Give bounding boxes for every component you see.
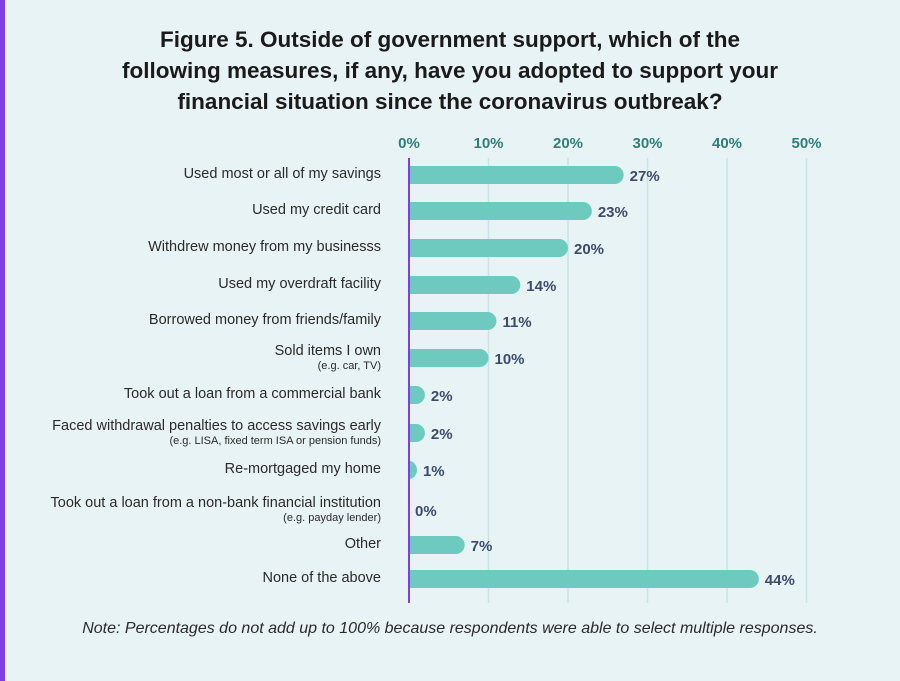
category-label: Used my overdraft facility	[218, 276, 382, 292]
bar	[409, 349, 489, 367]
bar	[409, 536, 465, 554]
category-label: Used my credit card	[252, 202, 381, 218]
category-label: Took out a loan from a non-bank financia…	[51, 495, 381, 511]
category-sublabel: (e.g. payday lender)	[283, 512, 381, 524]
category-label: Used most or all of my savings	[184, 166, 381, 182]
data-label: 2%	[431, 426, 453, 443]
chart-title: Figure 5. Outside of government support,…	[60, 24, 840, 117]
category-label: Took out a loan from a commercial bank	[124, 386, 382, 402]
bar	[409, 166, 624, 184]
data-label: 11%	[502, 314, 531, 331]
bar	[409, 570, 759, 588]
data-label: 7%	[471, 538, 493, 555]
category-sublabel: (e.g. car, TV)	[318, 360, 381, 372]
tick-label: 50%	[791, 135, 821, 152]
tick-label: 40%	[712, 135, 742, 152]
category-sublabel: (e.g. LISA, fixed term ISA or pension fu…	[169, 435, 381, 447]
category-label: Withdrew money from my businesss	[148, 239, 381, 255]
data-label: 14%	[526, 278, 556, 295]
bar	[409, 386, 425, 404]
bar	[409, 276, 521, 294]
tick-label: 30%	[632, 135, 662, 152]
bar	[409, 424, 425, 442]
tick-label: 0%	[398, 135, 420, 152]
data-label: 10%	[495, 351, 525, 368]
footnote: Note: Percentages do not add up to 100% …	[82, 620, 818, 637]
bar	[409, 239, 568, 257]
title-line-1: Figure 5. Outside of government support,…	[159, 27, 741, 52]
category-label: Re-mortgaged my home	[225, 461, 381, 477]
data-label: 1%	[423, 463, 445, 480]
data-label: 2%	[431, 388, 453, 405]
title-line-3: financial situation since the coronaviru…	[177, 89, 723, 114]
data-label: 27%	[630, 168, 660, 185]
tick-label: 20%	[553, 135, 583, 152]
category-label: None of the above	[262, 570, 381, 586]
bar	[409, 202, 592, 220]
accent-bar	[0, 0, 5, 681]
title-line-2: following measures, if any, have you ado…	[122, 58, 778, 83]
category-label: Sold items I own	[275, 343, 381, 359]
category-label: Borrowed money from friends/family	[149, 312, 382, 328]
data-label: 44%	[765, 572, 795, 589]
tick-label: 10%	[473, 135, 503, 152]
category-label: Faced withdrawal penalties to access sav…	[52, 418, 382, 434]
bar	[409, 312, 497, 330]
data-label: 23%	[598, 204, 628, 221]
data-label: 0%	[415, 503, 437, 520]
bar	[409, 461, 417, 479]
data-label: 20%	[574, 241, 604, 258]
category-label: Other	[345, 536, 381, 552]
